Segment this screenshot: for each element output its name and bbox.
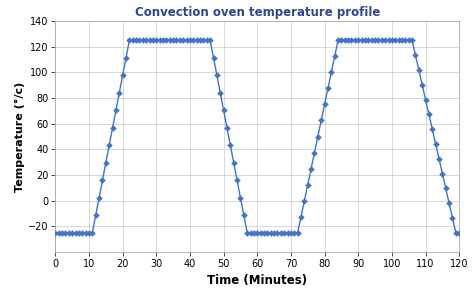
- Y-axis label: Temperature (°/c): Temperature (°/c): [15, 81, 25, 192]
- X-axis label: Time (Minutes): Time (Minutes): [207, 275, 307, 287]
- Title: Convection oven temperature profile: Convection oven temperature profile: [135, 6, 380, 18]
